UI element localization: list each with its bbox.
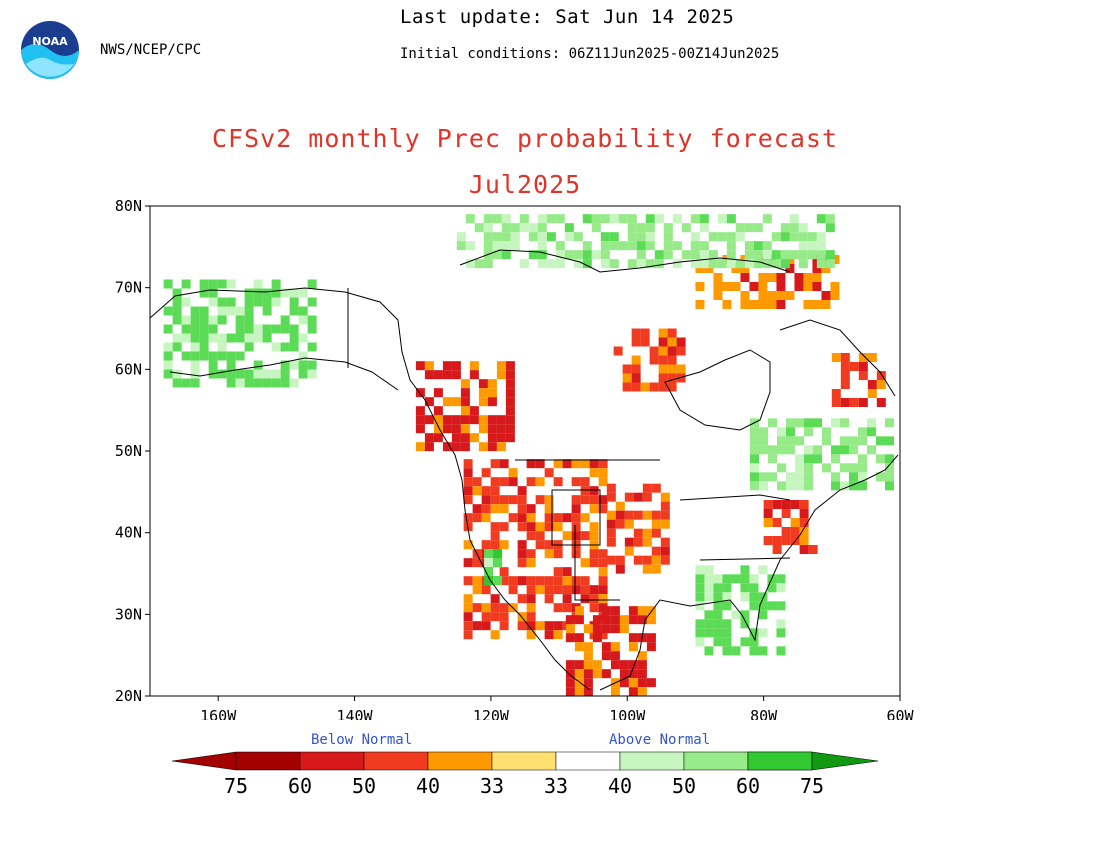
lat-tick-label: 50N [115, 442, 142, 460]
lon-axis: 160W 140W 120W 100W 80W 60W [200, 696, 915, 720]
legend-tick-label: 50 [672, 774, 696, 798]
lat-tick-label: 20N [115, 687, 142, 705]
legend-swatch [235, 751, 301, 771]
legend-tick-label: 75 [800, 774, 824, 798]
lat-tick-label: 30N [115, 605, 142, 623]
map-subtitle: Jul2025 [468, 170, 582, 199]
lat-tick-label: 80N [115, 197, 142, 215]
last-update: Last update: Sat Jun 14 2025 [400, 6, 735, 28]
lat-axis: 80N 70N 60N 50N 40N 30N 20N [115, 197, 150, 705]
legend-swatch [299, 751, 365, 771]
legend-tick-label: 40 [416, 774, 440, 798]
legend-tick-label: 50 [352, 774, 376, 798]
svg-text:NOAA: NOAA [32, 35, 68, 48]
lon-tick-label: 80W [750, 707, 778, 720]
legend-tick-label: 33 [480, 774, 504, 798]
legend-swatch [619, 751, 685, 771]
legend-swatch [747, 751, 813, 771]
forecast-cells [163, 214, 894, 697]
legend-swatch [555, 751, 621, 771]
legend-tick-label: 60 [288, 774, 312, 798]
legend-tick-label: 40 [608, 774, 632, 798]
legend-arrow-above [811, 751, 879, 771]
initial-conditions: Initial conditions: 06Z11Jun2025-00Z14Ju… [400, 46, 780, 62]
forecast-map: 80N 70N 60N 50N 40N 30N 20N 160W 140W 120W 100W 80… [115, 197, 915, 720]
lon-tick-label: 100W [609, 707, 646, 720]
map-title: CFSv2 monthly Prec probability forecast [212, 124, 838, 153]
lon-tick-label: 140W [336, 707, 373, 720]
lat-tick-label: 60N [115, 360, 142, 378]
below-normal-label: Below Normal [311, 732, 413, 748]
lon-tick-label: 60W [886, 707, 914, 720]
legend-arrow-below [171, 751, 237, 771]
legend-swatch [491, 751, 557, 771]
lon-tick-label: 120W [473, 707, 510, 720]
legend-swatch [683, 751, 749, 771]
legend-swatch [747, 751, 813, 771]
legend-tick-label: 33 [544, 774, 568, 798]
legend-swatch [363, 751, 429, 771]
above-normal-label: Above Normal [609, 732, 711, 748]
legend-tick-label: 75 [224, 774, 248, 798]
legend-swatch [427, 751, 493, 771]
lat-tick-label: 70N [115, 279, 142, 297]
legend-tick-label: 60 [736, 774, 760, 798]
coastline-outlines [149, 249, 899, 691]
noaa-logo: NOAA [21, 21, 79, 79]
org-label: NWS/NCEP/CPC [100, 42, 202, 58]
lat-tick-label: 40N [115, 524, 142, 542]
lon-tick-label: 160W [200, 707, 237, 720]
